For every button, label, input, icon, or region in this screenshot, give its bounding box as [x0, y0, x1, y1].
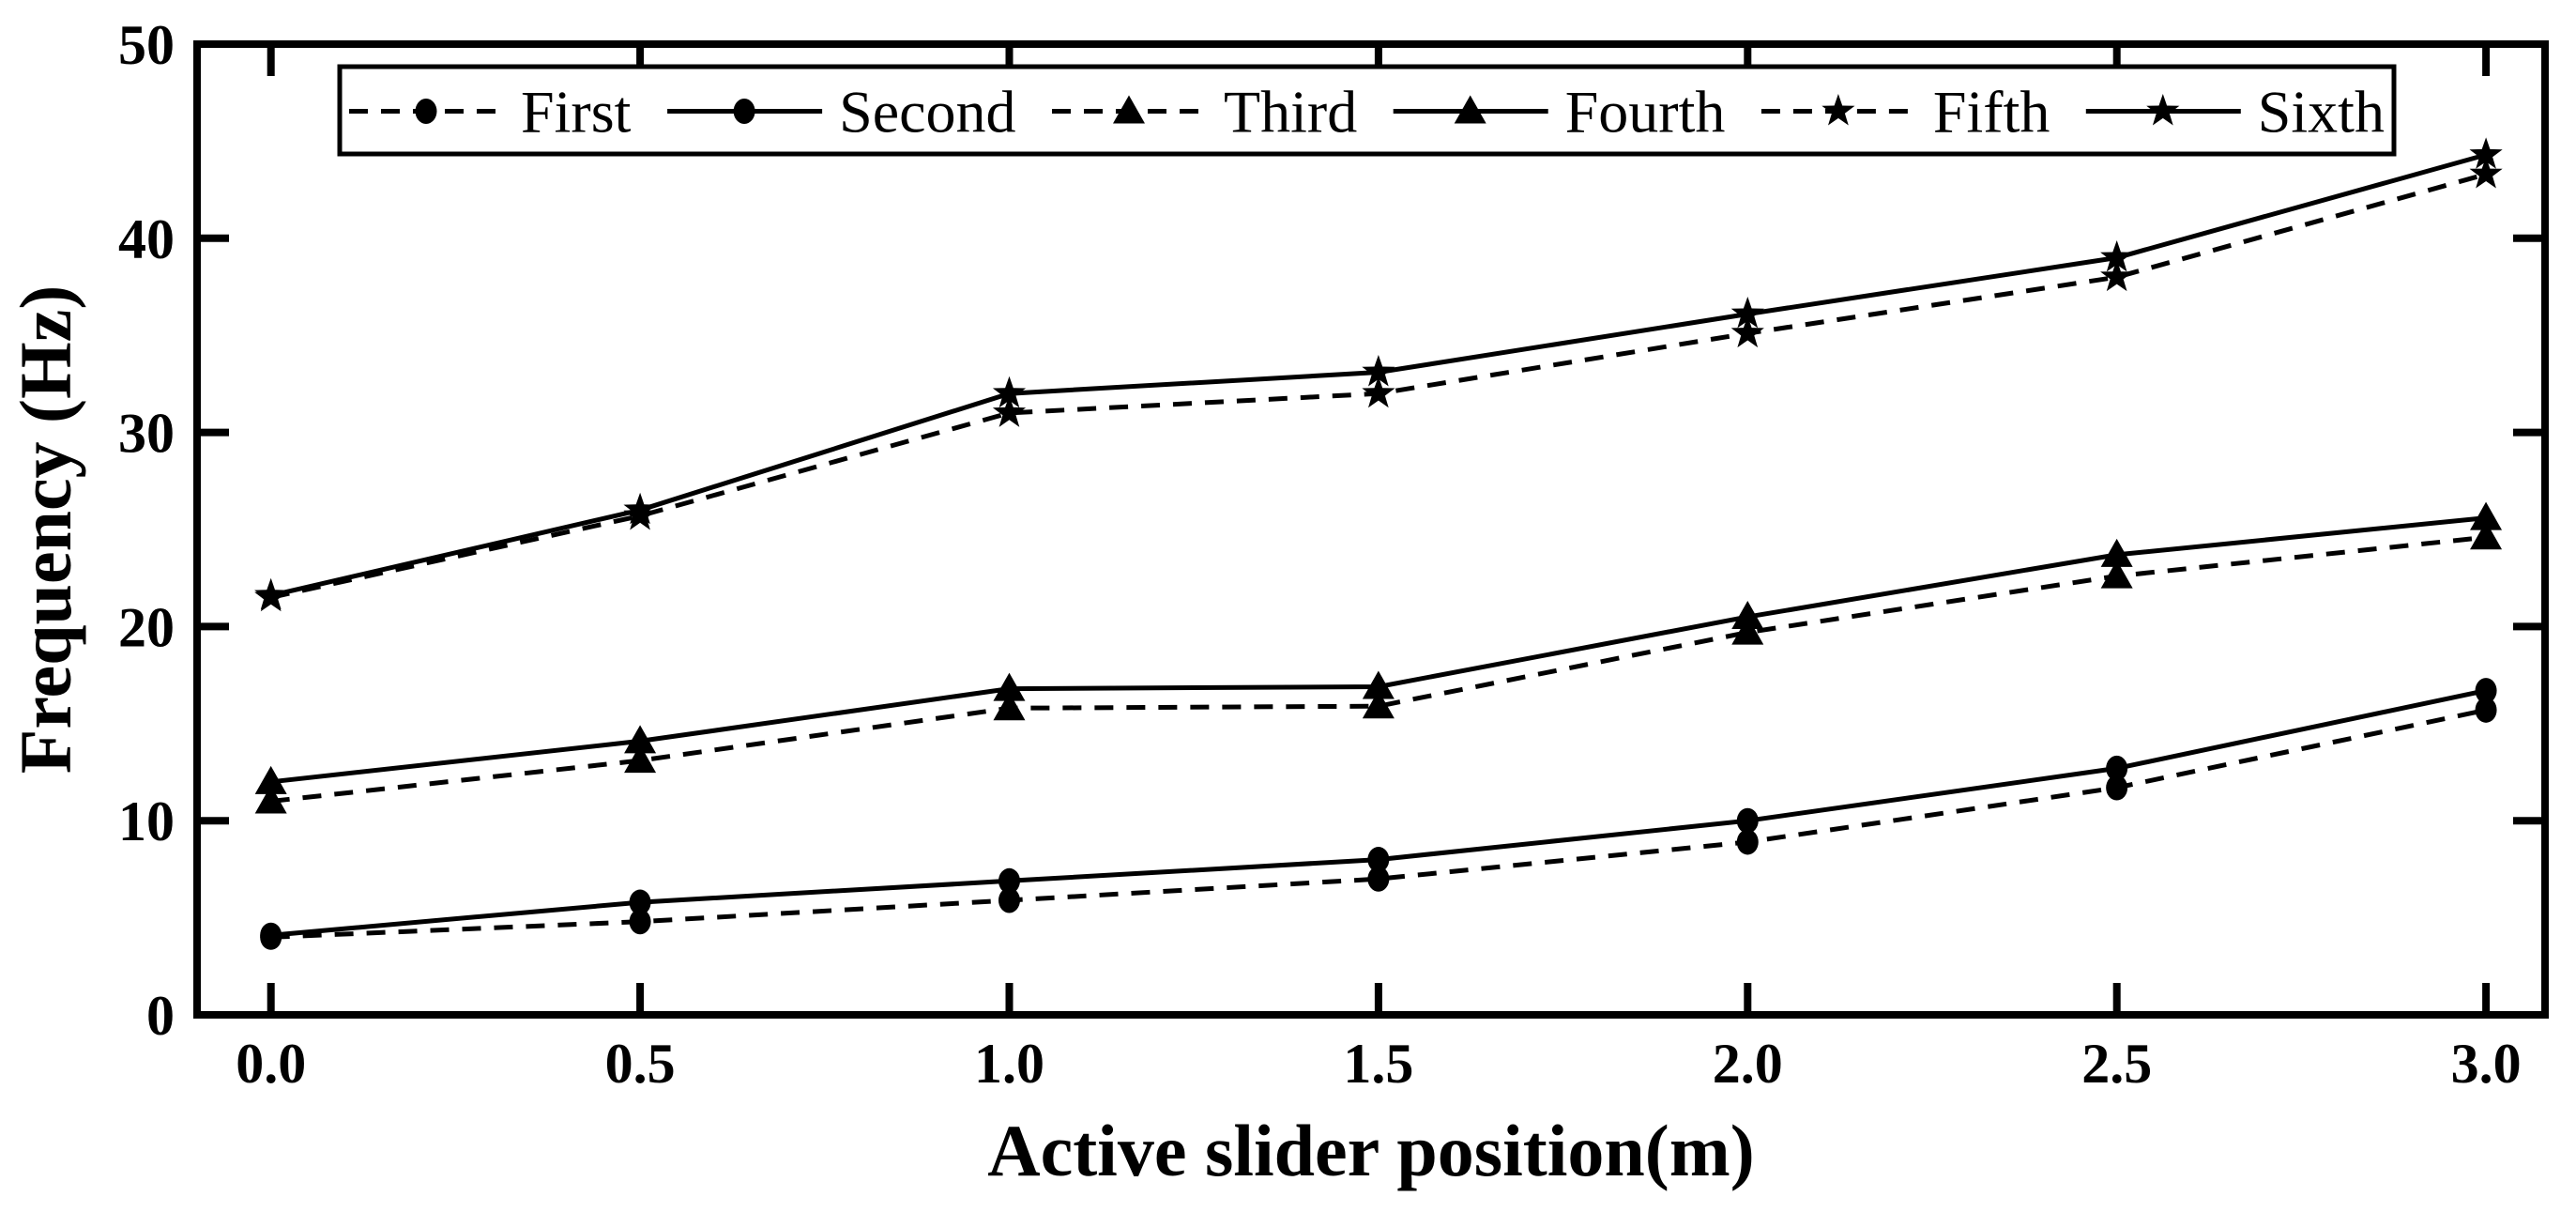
marker-triangle — [993, 692, 1026, 721]
marker-triangle — [254, 765, 287, 794]
legend-entry-second: Second — [667, 79, 1016, 146]
marker-star — [1362, 376, 1395, 408]
marker-triangle — [254, 785, 287, 814]
marker-triangle — [2470, 521, 2503, 550]
x-tick-label: 1.5 — [1343, 1033, 1413, 1095]
y-axis-title: Frequency (Hz) — [5, 285, 86, 775]
marker-star — [2469, 157, 2503, 189]
x-axis-title: Active slider position(m) — [987, 1110, 1754, 1191]
x-tick-label: 0.0 — [236, 1033, 306, 1095]
marker-triangle — [624, 744, 657, 774]
marker-star — [2469, 137, 2503, 169]
marker-star — [2100, 240, 2134, 272]
marker-circle — [1367, 847, 1390, 873]
x-tick-label: 3.0 — [2451, 1033, 2522, 1095]
marker-circle — [733, 99, 755, 124]
plot-frame — [193, 40, 2549, 1019]
legend: First Second Third Fourth Fifth Sixth — [337, 64, 2397, 157]
legend-box — [337, 64, 2397, 157]
marker-star — [1730, 315, 1764, 348]
marker-star — [623, 492, 657, 525]
marker-triangle — [993, 672, 1026, 701]
marker-triangle — [1731, 601, 1764, 630]
legend-label: Fourth — [1565, 79, 1726, 146]
marker-circle — [2106, 775, 2128, 801]
legend-label: Second — [839, 79, 1015, 146]
marker-circle — [415, 99, 437, 124]
legend-label: Third — [1224, 79, 1357, 146]
x-tick-label: 2.5 — [2081, 1033, 2152, 1095]
legend-entry-fifth: Fifth — [1761, 79, 2050, 146]
x-tick-label: 2.0 — [1713, 1033, 1783, 1095]
marker-star — [2100, 259, 2134, 292]
marker-triangle — [1454, 95, 1486, 124]
legend-label: Fifth — [1933, 79, 2050, 146]
marker-triangle — [2470, 501, 2503, 530]
marker-circle — [260, 922, 282, 948]
legend-label: First — [521, 79, 632, 146]
marker-triangle — [1731, 616, 1764, 645]
marker-circle — [629, 889, 651, 915]
legend-entry-first: First — [349, 79, 632, 146]
y-tick-label: 10 — [118, 790, 175, 852]
marker-star — [2146, 94, 2180, 126]
marker-circle — [1736, 829, 1759, 855]
marker-circle — [998, 867, 1020, 894]
marker-triangle — [1113, 95, 1145, 124]
marker-star — [992, 395, 1027, 427]
y-tick-label: 50 — [118, 14, 175, 76]
marker-star — [1730, 297, 1764, 329]
marker-star — [992, 376, 1027, 408]
y-tick-label: 30 — [118, 403, 175, 465]
marker-star — [1821, 94, 1855, 126]
marker-star — [1362, 355, 1395, 387]
y-tick-label: 20 — [118, 596, 175, 658]
legend-entry-third: Third — [1052, 79, 1357, 146]
legend-label: Sixth — [2258, 79, 2385, 146]
legend-entry-fourth: Fourth — [1393, 79, 1726, 146]
y-tick-label: 40 — [118, 208, 175, 270]
marker-triangle — [624, 725, 657, 754]
marker-circle — [998, 887, 1020, 913]
marker-triangle — [1362, 690, 1395, 719]
marker-triangle — [1362, 670, 1395, 699]
marker-circle — [2106, 755, 2128, 781]
x-tick-label: 1.0 — [974, 1033, 1044, 1095]
marker-circle — [2475, 678, 2497, 704]
marker-circle — [629, 909, 651, 935]
marker-triangle — [2100, 538, 2133, 567]
marker-star — [254, 577, 288, 610]
y-tick-label: 0 — [146, 985, 175, 1047]
marker-triangle — [2100, 560, 2133, 589]
marker-circle — [1367, 866, 1390, 892]
marker-circle — [2475, 697, 2497, 723]
marker-circle — [1736, 807, 1759, 834]
x-tick-label: 0.5 — [605, 1033, 676, 1095]
legend-entry-sixth: Sixth — [2085, 79, 2385, 146]
